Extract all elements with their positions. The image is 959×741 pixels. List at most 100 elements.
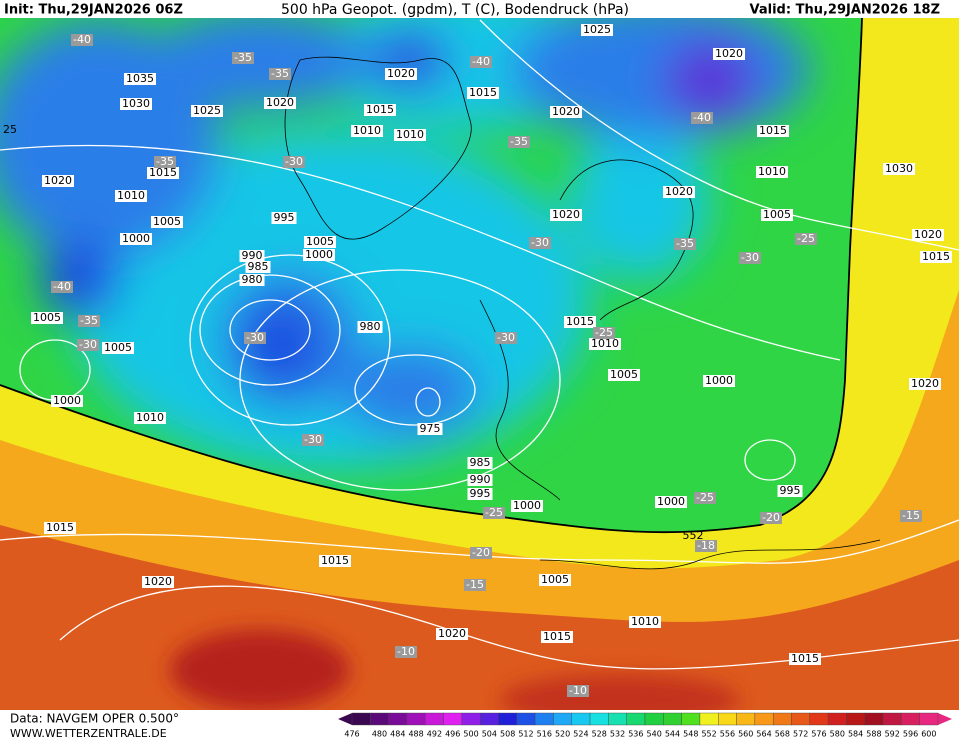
isobar-label: 1000 <box>303 248 335 261</box>
temperature-label-box <box>739 252 761 264</box>
isobar-label: 980 <box>357 320 383 333</box>
isobar-label: 1010 <box>756 165 788 178</box>
temperature-label: -30 <box>302 433 324 446</box>
isobar-label-text: 1035 <box>126 72 154 85</box>
colorbar-box <box>864 712 884 726</box>
isobar-label: 1015 <box>757 124 789 137</box>
colorbar-tick-label: 500 <box>463 730 478 739</box>
temperature-label-box <box>795 233 817 245</box>
isobar-label: 1000 <box>511 499 543 512</box>
isobar-label: 1015 <box>920 250 952 263</box>
isobar-label: 1020 <box>42 174 74 187</box>
temperature-label: -30 <box>739 251 761 264</box>
isobar-label-text: 1015 <box>566 315 594 328</box>
isobar-label-text: 1020 <box>438 627 466 640</box>
colorbar-box <box>626 712 646 726</box>
isobar-label-text: 1000 <box>53 394 81 407</box>
isobar-label-box <box>51 395 83 407</box>
isobar-label: 1010 <box>134 411 166 424</box>
temperature-label-text: -30 <box>79 338 97 351</box>
isobar-label-text: 1020 <box>552 105 580 118</box>
isobar-label-box <box>319 555 351 567</box>
temperature-label-text: -35 <box>510 135 528 148</box>
colorbar-box <box>443 712 463 726</box>
isobar-label: 1030 <box>120 97 152 110</box>
colorbar-box <box>388 712 408 726</box>
colorbar-box <box>809 712 829 726</box>
isobar-label-text: 1005 <box>104 341 132 354</box>
temperature-label-box <box>674 238 696 250</box>
colorbar-tick-label: 544 <box>665 730 680 739</box>
colorbar-tick-label: 600 <box>921 730 936 739</box>
temperature-label-box <box>593 327 615 339</box>
contour-label: 552 <box>683 529 704 542</box>
header-bg <box>0 0 959 18</box>
isobar-label-box <box>663 186 695 198</box>
isobar-label: 1020 <box>909 377 941 390</box>
temperature-label-text: -35 <box>80 314 98 327</box>
isobar-label: 1015 <box>564 315 596 328</box>
isobar-label: 1010 <box>351 124 383 137</box>
temperature-label-text: -15 <box>902 509 920 522</box>
isobar-label-text: 1005 <box>153 215 181 228</box>
isobar-label-box <box>909 378 941 390</box>
temperature-label-box <box>78 315 100 327</box>
temperature-label: -40 <box>691 111 713 124</box>
colorbar-tick-label: 536 <box>628 730 643 739</box>
isobar-label-box <box>147 167 179 179</box>
colorbar-tick-label: 532 <box>610 730 625 739</box>
colorbar-tick-label: 528 <box>592 730 607 739</box>
temperature-label: -15 <box>464 578 486 591</box>
temperature-label-box <box>77 339 99 351</box>
colorbar-box <box>772 712 792 726</box>
isobar-label: 1025 <box>191 104 223 117</box>
colorbar-box <box>534 712 554 726</box>
isobar-label-box <box>920 251 952 263</box>
isobar-label-box <box>550 106 582 118</box>
isobar-label: 1020 <box>142 575 174 588</box>
isobar-label: 1000 <box>655 495 687 508</box>
isobar-label: 1015 <box>44 521 76 534</box>
colorbar-box <box>919 712 939 726</box>
isobar-label-box <box>264 97 296 109</box>
isobar-label: 1015 <box>147 166 179 179</box>
colorbar-tick-label: 556 <box>720 730 735 739</box>
isobar-label: 1020 <box>385 67 417 80</box>
isobar-label-text: 1005 <box>541 573 569 586</box>
isobar-label: 1015 <box>364 103 396 116</box>
isobar-label-text: 975 <box>420 422 441 435</box>
isobar-label-text: 1015 <box>543 630 571 643</box>
temperature-label: -35 <box>269 67 291 80</box>
temperature-label-box <box>283 156 305 168</box>
colorbar-tick-label: 524 <box>573 730 588 739</box>
colorbar-tick-label: 572 <box>793 730 808 739</box>
isobar-label: 990 <box>467 473 493 486</box>
isobar-label-box <box>394 129 426 141</box>
isobar-label-text: 1000 <box>305 248 333 261</box>
colorbar-arrow-right <box>938 713 952 725</box>
isobar-label-text: 985 <box>470 456 491 469</box>
temperature-label-box <box>900 510 922 522</box>
isobar-label-box <box>142 576 174 588</box>
isobar-label-text: 980 <box>242 273 263 286</box>
isobar-label-text: 1015 <box>321 554 349 567</box>
isobar-label-box <box>467 488 493 500</box>
isobar-label-box <box>245 261 271 273</box>
temperature-label: -40 <box>51 280 73 293</box>
isobar-label: 1010 <box>589 337 621 350</box>
isobar-label-text: 1020 <box>387 67 415 80</box>
temperature-label: -35 <box>232 51 254 64</box>
isobar-label: 1025 <box>581 23 613 36</box>
isobar-label: 995 <box>271 211 297 224</box>
colorbar-box <box>516 712 536 726</box>
isobar-label-box <box>351 125 383 137</box>
isobar-label-text: 980 <box>360 320 381 333</box>
isobar-label: 1015 <box>319 554 351 567</box>
isobar-label: 1035 <box>124 72 156 85</box>
temperature-label: -35 <box>508 135 530 148</box>
temperature-label-text: -25 <box>485 506 503 519</box>
isobar-label-text: 1025 <box>193 104 221 117</box>
colorbar-tick-label: 492 <box>427 730 442 739</box>
isobar-label-text: 1020 <box>665 185 693 198</box>
isobar-label-box <box>120 98 152 110</box>
